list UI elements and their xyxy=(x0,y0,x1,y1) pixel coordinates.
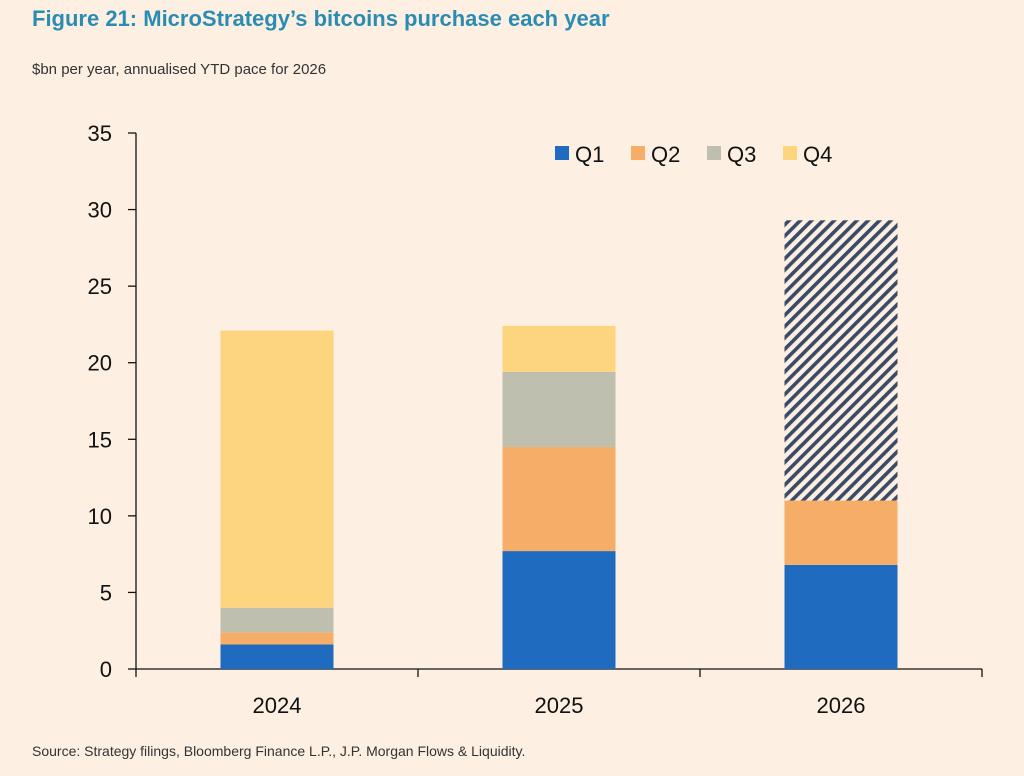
legend-swatch-q2 xyxy=(631,146,645,160)
y-tick-label: 10 xyxy=(88,504,112,529)
legend-label-q2: Q2 xyxy=(651,142,680,167)
y-tick-label: 15 xyxy=(88,427,112,452)
legend-swatch-q3 xyxy=(707,146,721,160)
y-tick-label: 5 xyxy=(100,580,112,605)
y-tick-label: 25 xyxy=(88,274,112,299)
source-note: Source: Strategy filings, Bloomberg Fina… xyxy=(32,743,526,759)
legend-swatch-q4 xyxy=(783,146,797,160)
bar-segment-q1-2026 xyxy=(784,564,898,669)
bar-segment-q2-2024 xyxy=(220,632,334,645)
y-tick-label: 20 xyxy=(88,351,112,376)
x-tick-label: 2025 xyxy=(535,693,584,718)
bar-segment-q1-2025 xyxy=(502,551,616,669)
chart-title: Figure 21: MicroStrategy’s bitcoins purc… xyxy=(32,6,610,31)
x-tick-label: 2026 xyxy=(817,693,866,718)
bar-segment-q2-2026 xyxy=(784,500,898,565)
x-tick-label: 2024 xyxy=(253,693,302,718)
legend-swatch-q1 xyxy=(555,146,569,160)
bar-segment-q3-2025 xyxy=(502,371,616,447)
bar-segment-projection-2026 xyxy=(784,220,898,501)
y-tick-label: 35 xyxy=(88,121,112,146)
legend-label-q1: Q1 xyxy=(575,142,604,167)
bar-segment-q1-2024 xyxy=(220,644,334,669)
y-tick-label: 0 xyxy=(100,657,112,682)
bar-segment-q3-2024 xyxy=(220,607,334,633)
legend-label-q4: Q4 xyxy=(803,142,832,167)
legend-label-q3: Q3 xyxy=(727,142,756,167)
bar-segment-q2-2025 xyxy=(502,446,616,552)
chart-subtitle: $bn per year, annualised YTD pace for 20… xyxy=(32,61,327,78)
y-tick-label: 30 xyxy=(88,198,112,223)
bar-segment-q4-2024 xyxy=(220,330,334,608)
bar-segment-q4-2025 xyxy=(502,325,616,372)
